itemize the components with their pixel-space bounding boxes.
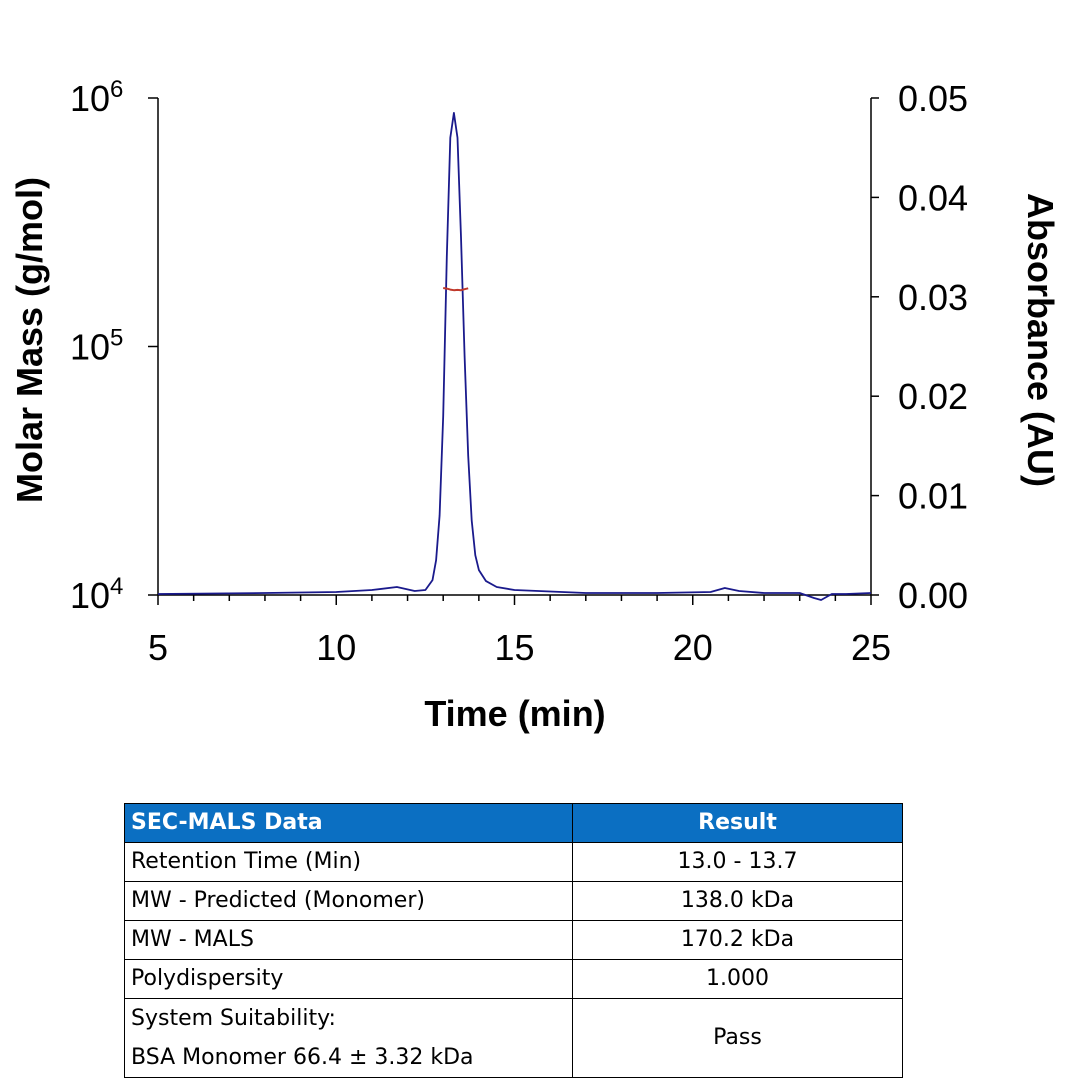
header-sec-mals-data: SEC-MALS Data bbox=[124, 803, 573, 843]
y-right-tick-label: 0.05 bbox=[898, 78, 968, 119]
plot-area bbox=[157, 112, 872, 601]
absorbance-series-line bbox=[157, 112, 872, 601]
table-row: MW - Predicted (Monomer) 138.0 kDa bbox=[124, 881, 903, 921]
y-left-tick-label: 104 bbox=[70, 573, 123, 616]
molar-mass-series-line bbox=[443, 287, 469, 292]
x-axis-title: Time (min) bbox=[424, 693, 605, 734]
row-label: Retention Time (Min) bbox=[124, 842, 573, 882]
sec-mals-chart: 5 10 15 20 25 104 105 106 0.00 0.01 0.02 0.03 0.04 0.… bbox=[9, 76, 1061, 734]
y-left-tick-label: 106 bbox=[70, 76, 123, 119]
row-value: 1.000 bbox=[572, 959, 903, 999]
x-tick-label: 20 bbox=[673, 627, 713, 668]
x-tick-label: 15 bbox=[494, 627, 534, 668]
sec-mals-results-table: SEC-MALS Data Result Retention Time (Min… bbox=[124, 803, 903, 1078]
row-label: Polydispersity bbox=[124, 959, 573, 999]
row-value: 170.2 kDa bbox=[572, 920, 903, 960]
bsa-monomer-label: BSA Monomer 66.4 ± 3.32 kDa bbox=[131, 1045, 474, 1070]
axes: 5 10 15 20 25 104 105 106 0.00 0.01 0.02 0.03 0.04 0.… bbox=[70, 76, 968, 668]
y-right-tick-label: 0.03 bbox=[898, 277, 968, 318]
system-suitability-label: System Suitability: bbox=[131, 1006, 336, 1031]
y-right-axis-title: Absorbance (AU) bbox=[1020, 193, 1061, 487]
y-right-tick-label: 0.04 bbox=[898, 177, 968, 218]
y-right-tick-label: 0.00 bbox=[898, 575, 968, 616]
row-label: System Suitability: BSA Monomer 66.4 ± 3… bbox=[124, 998, 573, 1078]
x-tick-label: 25 bbox=[851, 627, 891, 668]
row-label: MW - Predicted (Monomer) bbox=[124, 881, 573, 921]
y-left-tick-label: 105 bbox=[70, 325, 123, 368]
x-tick-label: 10 bbox=[316, 627, 356, 668]
table-row: System Suitability: BSA Monomer 66.4 ± 3… bbox=[124, 998, 903, 1078]
row-value: Pass bbox=[572, 998, 903, 1078]
header-result: Result bbox=[572, 803, 903, 843]
table-header-row: SEC-MALS Data Result bbox=[124, 803, 903, 843]
table-row: Polydispersity 1.000 bbox=[124, 959, 903, 999]
row-label: MW - MALS bbox=[124, 920, 573, 960]
y-right-tick-label: 0.01 bbox=[898, 476, 968, 517]
y-left-axis-title: Molar Mass (g/mol) bbox=[9, 177, 50, 503]
table-row: Retention Time (Min) 13.0 - 13.7 bbox=[124, 842, 903, 882]
x-tick-label: 5 bbox=[148, 627, 168, 668]
row-value: 138.0 kDa bbox=[572, 881, 903, 921]
table-row: MW - MALS 170.2 kDa bbox=[124, 920, 903, 960]
y-right-tick-label: 0.02 bbox=[898, 376, 968, 417]
row-value: 13.0 - 13.7 bbox=[572, 842, 903, 882]
